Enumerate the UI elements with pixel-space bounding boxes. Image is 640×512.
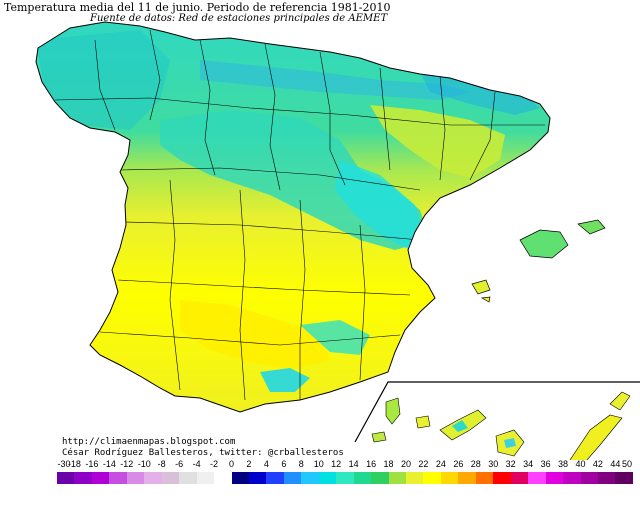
credit-author: César Rodríguez Ballesteros, twitter: @c… [62,448,344,458]
legend-label: 40 [575,459,586,469]
la-gomera [415,415,431,429]
legend-label: -12 [120,459,134,469]
legend-label: -14 [102,459,116,469]
legend-swatch [510,472,529,484]
tenerife-teide-cool [452,420,468,432]
legend-label: 28 [470,459,481,469]
legend-label: 12 [331,459,342,469]
legend-swatch [301,472,320,484]
map-subtitle: Fuente de datos: Red de estaciones princ… [90,13,388,24]
pyrenees-cool [420,72,540,115]
legend-label: 32 [505,459,516,469]
iberian-system-cyan [335,160,425,250]
legend-swatch [615,472,634,484]
legend-swatch [266,472,285,484]
legend-swatch [283,472,302,484]
legend-swatch [74,472,93,484]
legend-labels: -30 -18 -16 -14 -12 -10 -8 -6 -4 -2 0 2 4 6 8 10 12 14 16 1… [0,459,640,471]
legend-label: 0 [228,459,235,469]
legend-label: 34 [523,459,534,469]
legend-label: 18 [383,459,394,469]
legend-label: 16 [366,459,377,469]
legend-swatch [248,472,267,484]
credit-url[interactable]: http://climaenmapas.blogspot.com [62,437,236,447]
legend-label: -8 [157,459,166,469]
menorca [577,219,606,235]
legend-label: 10 [313,459,324,469]
legend-label: 50 [621,459,633,469]
legend-swatch [440,472,459,484]
legend-swatch [475,472,494,484]
legend-swatch [57,472,75,484]
legend-label: 4 [263,459,269,469]
legend-swatch [580,472,599,484]
legend-swatch [318,472,337,484]
galicia-cool [36,30,170,130]
lanzarote [609,391,631,411]
legend-swatch [528,472,547,484]
cantabrian-mountains-blue [200,60,470,100]
map-title: Temperatura media del 11 de junio. Perio… [4,1,391,14]
legend-swatch [214,472,232,484]
legend-label: -30 [57,459,71,469]
legend-label: 22 [418,459,429,469]
legend-swatch [179,472,198,484]
la-palma [385,397,401,425]
legend-swatch [353,472,372,484]
ebro-valley-warm [370,105,505,178]
legend-label: 36 [540,459,551,469]
legend-swatch [109,472,128,484]
legend-swatch [91,472,110,484]
gran-canaria-peak [504,438,516,448]
legend-label: 44 [610,459,621,469]
legend-label: 14 [348,459,359,469]
ibiza [471,279,491,295]
guadalquivir-hot [180,300,330,370]
legend-label: -18 [67,459,81,469]
legend-label: 6 [281,459,287,469]
legend-label: 8 [298,459,304,469]
legend-swatch [161,472,180,484]
legend-label: 38 [558,459,569,469]
legend-swatch [597,472,616,484]
canary-inset [354,381,640,460]
mallorca [519,229,569,259]
formentera [480,296,491,303]
legend-swatch [371,472,390,484]
legend-color-bar [57,472,634,484]
legend-swatch [336,472,355,484]
legend-label: 2 [246,459,252,469]
legend-label: -10 [137,459,151,469]
temperature-map [35,21,640,460]
legend-swatch [231,472,250,484]
legend-swatch [545,472,564,484]
legend-label: -2 [210,459,219,469]
legend-swatch [126,472,145,484]
legend-swatch [196,472,215,484]
legend-label: 20 [400,459,412,469]
legend-label: -4 [192,459,201,469]
inset-frame [354,381,640,443]
legend-swatch [493,472,512,484]
legend-label: 30 [488,459,499,469]
legend-label: 24 [435,459,446,469]
legend-label: 26 [453,459,464,469]
legend-label: -16 [85,459,99,469]
legend-swatch [458,472,477,484]
legend-swatch [563,472,581,484]
balearic-islands [471,219,606,303]
sierra-nevada-cyan [260,368,310,392]
province-borders [54,29,545,401]
legend-swatch [388,472,407,484]
legend-swatch [423,472,442,484]
legend-swatch [406,472,424,484]
betic-highlands [300,320,370,355]
peninsula [35,21,551,413]
legend-label: -6 [175,459,184,469]
legend-label: 42 [592,459,603,469]
el-hierro [371,431,387,443]
fuerteventura [569,414,623,460]
legend-swatch [144,472,163,484]
